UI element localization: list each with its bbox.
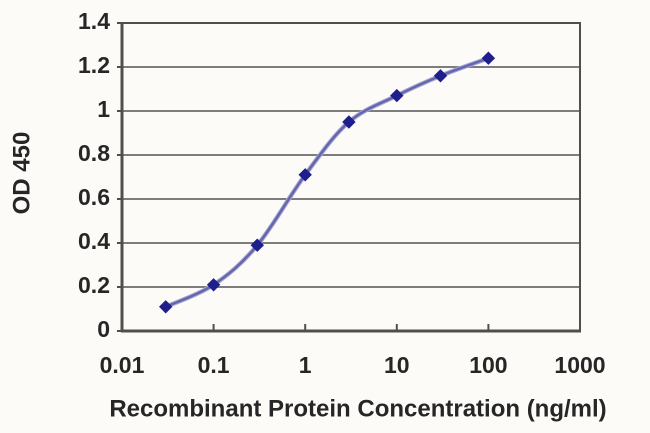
y-tick-label: 0.6 xyxy=(78,184,110,210)
data-point-marker xyxy=(250,238,265,252)
y-tick-label: 1.2 xyxy=(78,52,110,78)
data-point-marker xyxy=(298,168,312,182)
series-line-halo xyxy=(163,55,491,310)
data-point-marker xyxy=(481,51,496,65)
x-tick-label: 1000 xyxy=(554,352,605,378)
series-line xyxy=(164,57,490,308)
data-line xyxy=(163,55,491,310)
y-axis-title: OD 450 xyxy=(8,132,35,215)
y-tick-label: 0.2 xyxy=(78,272,110,298)
data-point-marker xyxy=(158,300,173,314)
y-tick-label: 0.4 xyxy=(78,228,110,254)
plot-frame xyxy=(121,22,581,332)
y-tick-labels: 0 0.2 0.4 0.6 0.8 1 1.2 1.4 xyxy=(78,8,110,342)
y-gridlines xyxy=(122,22,580,288)
data-point-marker xyxy=(433,69,448,83)
data-point-marker xyxy=(342,115,356,129)
data-point-marker xyxy=(206,278,221,292)
y-tick-label: 1.4 xyxy=(78,8,110,34)
axis-tick-marks xyxy=(117,22,490,332)
x-tick-label: 100 xyxy=(469,352,507,378)
x-tick-label: 1 xyxy=(299,352,312,378)
x-tick-label: 0.1 xyxy=(198,352,230,378)
data-point-marker xyxy=(390,88,404,103)
x-axis-title: Recombinant Protein Concentration (ng/ml… xyxy=(109,395,606,422)
x-tick-labels: 0.01 0.1 1 10 100 1000 xyxy=(100,352,606,378)
data-point-markers xyxy=(158,51,496,314)
y-tick-label: 0 xyxy=(97,316,110,342)
plot-border xyxy=(120,22,581,333)
y-tick-label: 0.8 xyxy=(78,140,110,166)
y-tick-label: 1 xyxy=(97,96,110,122)
x-tick-label: 10 xyxy=(384,352,410,378)
x-tick-label: 0.01 xyxy=(100,352,145,378)
